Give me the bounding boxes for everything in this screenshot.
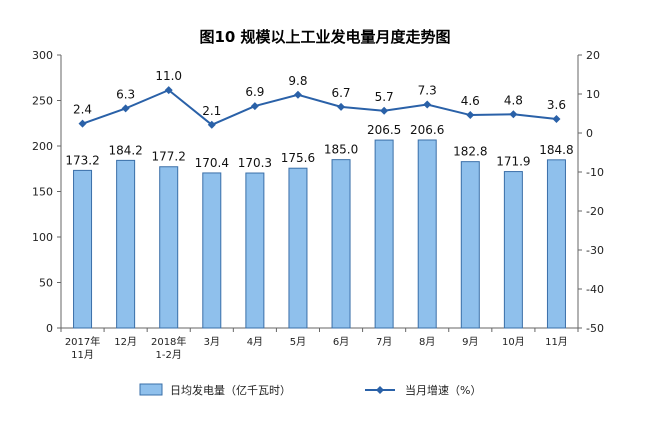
x-tick-label: 7月	[376, 336, 392, 348]
line-value-label: 4.6	[461, 94, 480, 108]
x-tick-label: 8月	[419, 336, 435, 348]
bar	[73, 169, 93, 329]
growth-line	[82, 88, 557, 126]
y-left-tick-label: 300	[32, 49, 53, 62]
bar-value-label: 184.2	[108, 143, 142, 157]
legend: 日均发电量（亿千瓦时） 当月增速（%）	[139, 383, 481, 397]
bar-value-label: 184.8	[539, 143, 573, 157]
bar-value-label: 170.3	[238, 156, 272, 170]
bar	[202, 172, 222, 329]
y-right-tick-label: 20	[586, 49, 600, 62]
x-tick-label: 4月	[247, 336, 263, 348]
line-value-label: 6.7	[331, 86, 350, 100]
x-tick-label: 6月	[333, 336, 349, 348]
x-tick-label: 5月	[290, 336, 306, 348]
legend-bar-label: 日均发电量（亿千瓦时）	[170, 383, 291, 397]
bar-value-label: 206.5	[367, 123, 401, 137]
bar-value-label: 177.2	[152, 150, 186, 164]
bar	[417, 139, 437, 329]
line-series	[78, 86, 561, 129]
line-value-label: 6.9	[245, 85, 264, 99]
x-tick-label: 9月	[462, 336, 478, 348]
bar-value-label: 173.2	[65, 153, 99, 167]
x-tick-label: 1-2月	[156, 349, 182, 361]
line-point	[164, 86, 173, 95]
bar	[546, 159, 566, 329]
line-point	[207, 120, 216, 129]
line-point	[293, 90, 302, 99]
line-point	[552, 114, 561, 123]
chart-title: 图10 规模以上工业发电量月度走势图	[199, 28, 450, 46]
line-point	[121, 104, 130, 113]
x-tick-label: 12月	[114, 336, 137, 348]
legend-line-marker	[376, 386, 384, 394]
line-point	[380, 106, 389, 115]
bar	[159, 166, 179, 329]
y-left-tick-label: 100	[32, 231, 53, 244]
line-value-label: 5.7	[375, 90, 394, 104]
axes: 0 50 100 150 200 250 300 -50 -40 -30 -20 -10 0 10 20 20…	[32, 49, 604, 361]
line-point	[250, 102, 259, 111]
y-left-tick-label: 0	[46, 322, 53, 335]
x-tick-label: 11月	[545, 336, 568, 348]
line-value-label: 11.0	[155, 69, 182, 83]
line-value-label: 7.3	[418, 84, 437, 98]
x-tick-label: 2018年	[151, 335, 186, 348]
bar-value-label: 171.9	[496, 155, 530, 169]
bar-value-label: 175.6	[281, 151, 315, 165]
bar-value-label: 182.8	[453, 145, 487, 159]
y-right-tick-label: -40	[586, 283, 604, 296]
line-value-label: 2.1	[202, 104, 221, 118]
line-value-label: 9.8	[288, 74, 307, 88]
bar-value-label: 185.0	[324, 143, 358, 157]
y-left-tick-label: 200	[32, 140, 53, 153]
y-left-tick-label: 50	[39, 277, 53, 290]
bar-value-label: 170.4	[195, 156, 229, 170]
line-value-label: 2.4	[73, 103, 92, 117]
x-tick-label: 3月	[204, 336, 220, 348]
bar-value-label: 206.6	[410, 123, 444, 137]
bar	[116, 159, 136, 329]
line-value-label: 6.3	[116, 87, 135, 101]
line-point	[466, 111, 475, 120]
bar	[460, 161, 480, 329]
line-point	[337, 102, 346, 111]
bar	[245, 172, 265, 329]
line-point	[78, 119, 87, 128]
y-right-tick-label: -10	[586, 166, 604, 179]
bar	[331, 159, 351, 329]
line-point	[423, 100, 432, 109]
y-left-tick-label: 250	[32, 95, 53, 108]
line-value-label: 4.8	[504, 93, 523, 107]
bar	[288, 167, 308, 329]
x-tick-label: 10月	[502, 336, 525, 348]
x-tick-label: 11月	[71, 349, 94, 361]
y-right-tick-label: 0	[586, 127, 593, 140]
y-left-tick-label: 150	[32, 186, 53, 199]
bar-series	[73, 139, 566, 329]
bar	[503, 171, 523, 329]
x-tick-label: 2017年	[65, 335, 100, 348]
data-labels: 173.2 184.2 177.2 170.4 170.3 175.6 185.0 206.5…	[65, 69, 573, 170]
y-right-tick-label: -30	[586, 244, 604, 257]
line-point	[509, 110, 518, 119]
y-right-tick-label: -20	[586, 205, 604, 218]
y-right-tick-label: 10	[586, 88, 600, 101]
line-value-label: 3.6	[547, 98, 566, 112]
y-right-tick-label: -50	[586, 322, 604, 335]
bar	[374, 139, 394, 329]
legend-line-label: 当月增速（%）	[405, 383, 481, 397]
legend-bar-swatch	[139, 383, 163, 396]
